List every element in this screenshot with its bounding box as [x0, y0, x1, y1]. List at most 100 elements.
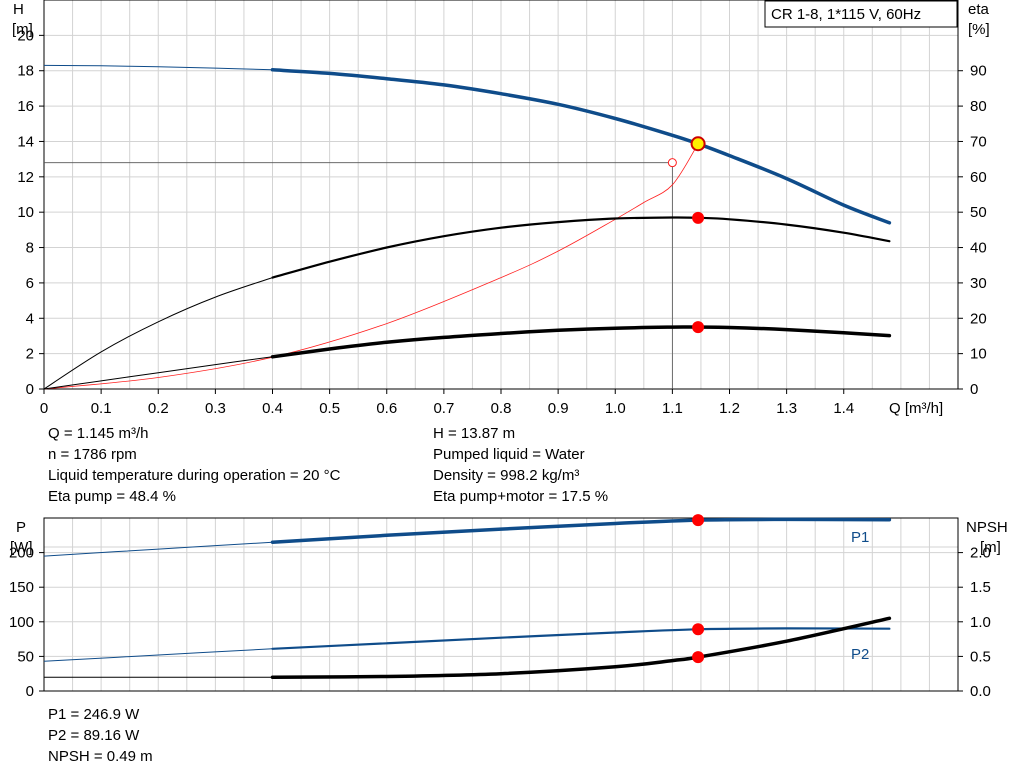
info-p2: P2 = 89.16 W	[48, 727, 140, 744]
x-tick-label: 1.0	[605, 400, 626, 417]
bottom-y2-axis-label-line1: NPSH	[966, 519, 1008, 536]
bottom-y-tick-label: 0	[26, 683, 34, 700]
eta-total-curve-line	[270, 325, 892, 359]
x-tick-label: 0.2	[148, 400, 169, 417]
y-tick-label: 6	[26, 275, 34, 292]
y2-tick-label: 60	[970, 169, 987, 186]
y-tick-label: 0	[26, 381, 34, 398]
info-panel-bottom: P1 = 246.9 W P2 = 89.16 W NPSH = 0.49 m	[48, 704, 153, 767]
bottom-chart-duty-points	[692, 514, 705, 664]
x-tick-label: 1.4	[833, 400, 854, 417]
top-x-tick-labels: 0 0.1 0.2 0.3 0.4 0.5 0.6 0.7 0.8 0.9 1.0 1.1 1.2 1.3…	[40, 389, 854, 417]
info-pumped-liquid: Pumped liquid = Water	[433, 446, 585, 463]
info-p1: P1 = 246.9 W	[48, 706, 140, 723]
bottom-y2-tick-label: 1.5	[970, 579, 991, 596]
y2-tick-label: 50	[970, 204, 987, 221]
head-curve-line-extrapolated	[43, 64, 273, 71]
y2-tick-label: 20	[970, 310, 987, 327]
top-y-tick-labels: 0 2 4 6 8 10 12 14 16 18 20	[17, 27, 44, 398]
series-label-p2: P2	[851, 646, 869, 663]
npsh-curve-line	[270, 616, 892, 679]
head-curve-line	[270, 68, 892, 225]
y-tick-label: 20	[17, 27, 34, 44]
bottom-y2-tick-label: 0.0	[970, 683, 991, 700]
bottom-y2-axis-label-line2: [m]	[980, 539, 1001, 556]
y-tick-label: 4	[26, 310, 34, 327]
bottom-y-axis-label-line2: [W]	[10, 539, 33, 556]
y-tick-label: 8	[26, 240, 34, 257]
top-y2-axis-label-line1: eta	[968, 1, 990, 18]
info-speed: n = 1786 rpm	[48, 446, 137, 463]
info-npsh: NPSH = 0.49 m	[48, 748, 153, 765]
x-tick-label: 0	[40, 400, 48, 417]
x-tick-label: 1.3	[776, 400, 797, 417]
eta-pump-curve-line-extrapolated	[43, 277, 273, 390]
top-y2-axis-label-line2: [%]	[968, 21, 990, 38]
setpoint-marker	[667, 158, 677, 168]
bottom-y-tick-labels: 0 50 100 150 200	[9, 545, 44, 700]
top-y-axis-label-line1: H	[13, 1, 24, 18]
p2-curve-line	[271, 627, 891, 650]
y-tick-label: 2	[26, 346, 34, 363]
eta-pump-curve-line	[271, 216, 891, 279]
p1-curve-line-extrapolated	[43, 541, 273, 557]
top-y-axis-label-line2: [m]	[12, 21, 33, 38]
info-density: Density = 998.2 kg/m³	[433, 467, 580, 484]
x-tick-label: 0.9	[548, 400, 569, 417]
info-eta-pump: Eta pump = 48.4 %	[48, 488, 176, 505]
y2-tick-label: 80	[970, 98, 987, 115]
system-curve-line	[43, 143, 699, 390]
info-panel-right: H = 13.87 m Pumped liquid = Water Densit…	[433, 423, 608, 507]
info-panel-left: Q = 1.145 m³/h n = 1786 rpm Liquid tempe…	[48, 423, 340, 507]
y2-tick-label: 30	[970, 275, 987, 292]
bottom-y2-tick-label: 2.0	[970, 545, 991, 562]
x-tick-label: 1.2	[719, 400, 740, 417]
x-tick-label: 0.4	[262, 400, 283, 417]
title-box-frame	[764, 0, 958, 28]
top-y2-tick-labels: 0 10 20 30 40 50 60 70 80 90	[958, 63, 987, 398]
bottom-duty-point-marker	[692, 651, 705, 664]
x-tick-label: 0.1	[91, 400, 112, 417]
info-eta-pump-motor: Eta pump+motor = 17.5 %	[433, 488, 609, 505]
p2-curve-line-extrapolated	[43, 648, 273, 662]
bottom-y-tick-label: 50	[17, 648, 34, 665]
bottom-duty-point-marker	[692, 514, 705, 527]
duty-point-head-marker	[690, 136, 706, 152]
bottom-duty-point-marker	[692, 623, 705, 636]
x-tick-label: 0.3	[205, 400, 226, 417]
chart-title-box: CR 1-8, 1*115 V, 60Hz	[764, 0, 958, 28]
chart-title: CR 1-8, 1*115 V, 60Hz	[771, 6, 921, 23]
bottom-chart-series	[43, 517, 892, 679]
y2-tick-label: 70	[970, 133, 987, 150]
x-tick-label: 0.8	[491, 400, 512, 417]
eta-total-curve-line-extrapolated	[43, 356, 273, 390]
bottom-y-tick-label: 150	[9, 579, 34, 596]
y2-tick-label: 0	[970, 381, 978, 398]
y-tick-label: 14	[17, 133, 34, 150]
top-chart-duty-points	[690, 136, 706, 334]
bottom-y-tick-label: 200	[9, 545, 34, 562]
bottom-y2-tick-labels: 0.0 0.5 1.0 1.5 2.0	[958, 545, 991, 700]
top-x-axis-label: Q [m³/h]	[889, 400, 943, 417]
y-tick-label: 10	[17, 204, 34, 221]
info-flow: Q = 1.145 m³/h	[48, 425, 149, 442]
y-tick-label: 12	[17, 169, 34, 186]
bottom-y2-tick-label: 1.0	[970, 614, 991, 631]
bottom-y-axis-label-line1: P	[16, 519, 26, 536]
info-liquid-temperature: Liquid temperature during operation = 20…	[48, 467, 341, 484]
top-chart-series	[43, 64, 892, 390]
x-tick-label: 0.5	[319, 400, 340, 417]
y2-tick-label: 10	[970, 346, 987, 363]
x-tick-label: 1.1	[662, 400, 683, 417]
duty-point-marker	[692, 321, 705, 334]
bottom-y-tick-label: 100	[9, 614, 34, 631]
p1-curve-line	[270, 517, 892, 544]
y-tick-label: 18	[17, 63, 34, 80]
bottom-y2-tick-label: 0.5	[970, 648, 991, 665]
y2-tick-label: 40	[970, 240, 987, 257]
y-tick-label: 16	[17, 98, 34, 115]
duty-point-marker	[692, 211, 705, 224]
bottom-plot-frame	[43, 517, 959, 692]
y2-tick-label: 90	[970, 63, 987, 80]
